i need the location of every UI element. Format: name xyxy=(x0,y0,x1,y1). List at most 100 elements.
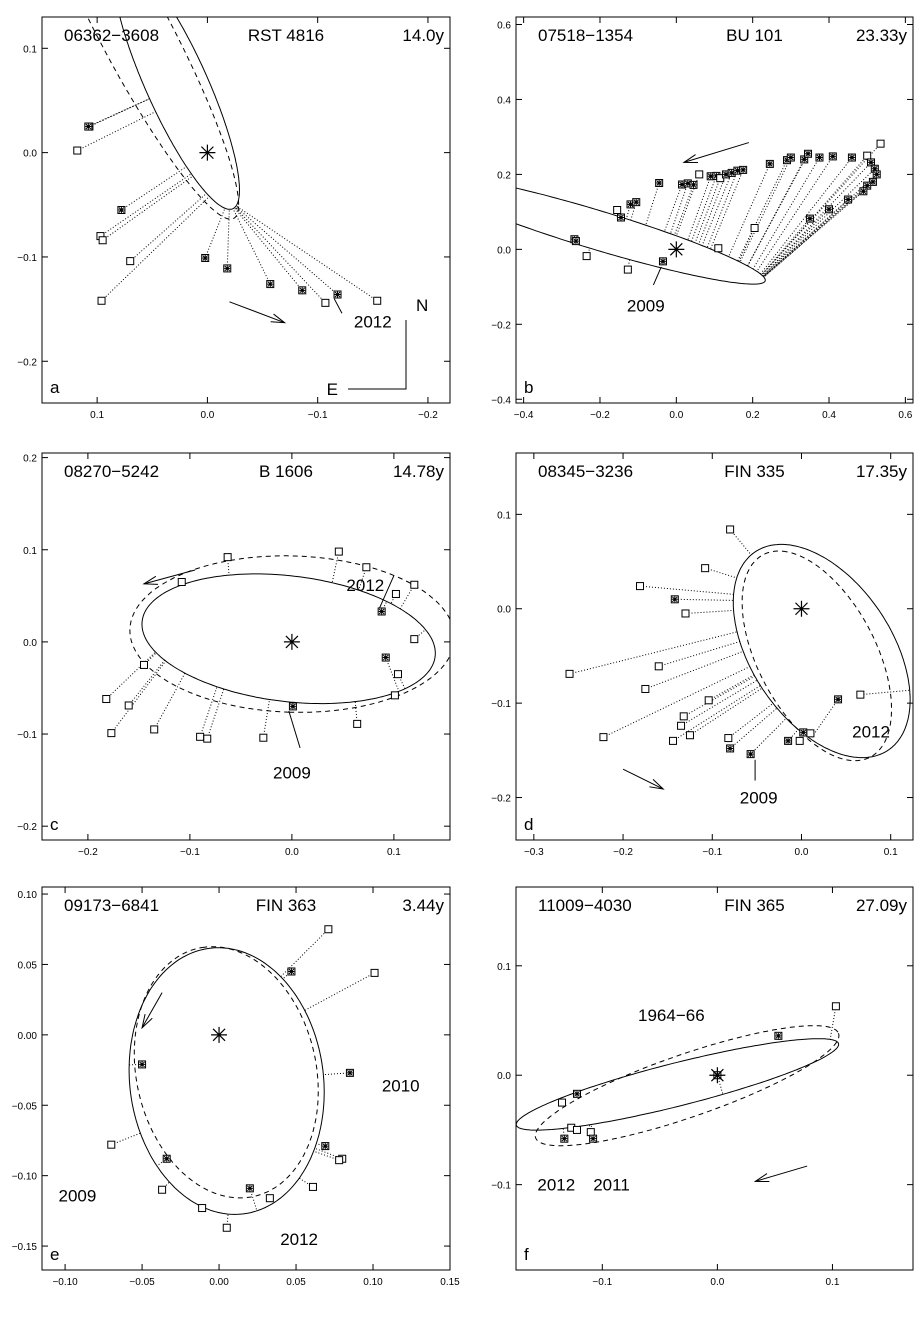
residual-line xyxy=(390,593,397,604)
residual-line xyxy=(235,206,338,295)
header-name: FIN 335 xyxy=(724,462,784,481)
header-name: RST 4816 xyxy=(248,26,324,45)
point-hatch xyxy=(728,169,735,176)
epoch-label: 1964−66 xyxy=(638,1006,705,1025)
point-hatch xyxy=(382,654,389,661)
plot-frame xyxy=(41,452,451,841)
motion-arrow-head xyxy=(753,1173,770,1183)
epoch-label: 2009 xyxy=(58,1186,96,1205)
point-open xyxy=(679,712,688,721)
point-hatch xyxy=(163,1155,170,1162)
residual-line xyxy=(706,170,738,248)
point-hatch xyxy=(85,123,92,130)
point-open xyxy=(572,1125,581,1134)
residual-line xyxy=(88,98,150,127)
point-hatch xyxy=(766,160,773,167)
point-open xyxy=(654,662,663,671)
residual-line xyxy=(669,183,689,234)
orbit-solid xyxy=(516,187,766,285)
residual-line xyxy=(752,157,820,270)
point-open xyxy=(353,719,362,728)
point-hatch xyxy=(690,181,697,188)
x-tick-label: −0.2 xyxy=(613,847,633,858)
point-open xyxy=(636,582,645,591)
point-hatch xyxy=(860,188,867,195)
point-open xyxy=(806,729,815,738)
point-open xyxy=(863,151,872,160)
orbit-panel-d: −0.3 −0.2 −0.1 0.0 0.1 0.1 0.0 −0.1 −0.2 2012 2009… xyxy=(491,452,914,858)
epoch-label: 2012 xyxy=(280,1230,318,1249)
motion-arrow-head xyxy=(649,779,665,790)
point-hatch xyxy=(590,1135,597,1142)
point-open xyxy=(107,729,116,738)
residual-line xyxy=(674,598,734,601)
header-id: 11009−4030 xyxy=(538,896,632,915)
y-tick-label: −0.2 xyxy=(17,822,37,833)
point-open xyxy=(586,1128,595,1137)
point-open xyxy=(223,553,232,562)
y-tick-label: −0.15 xyxy=(12,1242,38,1253)
point-open xyxy=(124,701,133,710)
x-tick-label: 0.10 xyxy=(363,1277,383,1288)
x-tick-label: −0.2 xyxy=(590,410,610,421)
point-hatch xyxy=(656,180,663,187)
residual-line xyxy=(747,159,805,267)
x-tick-label: 0.1 xyxy=(884,847,898,858)
y-tick-label: 0.1 xyxy=(497,510,511,521)
residual-line xyxy=(358,567,367,591)
residual-line xyxy=(89,98,150,127)
motion-arrow-head xyxy=(682,154,698,163)
point-open xyxy=(373,296,382,305)
residual-line xyxy=(234,206,326,304)
residual-line xyxy=(761,218,811,276)
header-name: FIN 365 xyxy=(724,896,784,915)
point-open xyxy=(393,670,402,679)
epoch-label: 2012 xyxy=(354,313,392,332)
epoch-leader xyxy=(333,298,343,314)
orbit-solid xyxy=(119,17,241,210)
residual-line xyxy=(685,609,734,614)
epoch-label: 2009 xyxy=(627,297,665,316)
header-period: 3.44y xyxy=(402,896,444,915)
residual-line xyxy=(77,111,156,151)
point-open xyxy=(677,721,686,730)
motion-arrow xyxy=(683,142,750,163)
y-tick-label: 0.00 xyxy=(18,1031,38,1042)
point-hatch xyxy=(805,150,812,157)
residual-line xyxy=(762,208,830,277)
residual-line xyxy=(153,672,186,730)
residual-line xyxy=(262,699,271,738)
x-tick-label: 0.1 xyxy=(387,847,401,858)
residual-line xyxy=(603,666,751,738)
point-hatch xyxy=(785,737,792,744)
point-open xyxy=(410,635,419,644)
point-open xyxy=(582,252,591,261)
point-open xyxy=(599,733,608,742)
point-open xyxy=(321,298,330,307)
header-id: 08345−3236 xyxy=(538,462,633,481)
y-tick-label: 0.0 xyxy=(23,638,37,649)
point-hatch xyxy=(868,159,875,166)
y-tick-label: −0.2 xyxy=(491,794,511,805)
point-hatch xyxy=(806,215,813,222)
header-id: 06362−3608 xyxy=(64,26,159,45)
residual-line xyxy=(233,207,303,291)
residual-line xyxy=(645,182,660,226)
x-tick-label: 0.2 xyxy=(746,410,760,421)
motion-arrow xyxy=(755,1165,808,1182)
y-tick-label: −0.1 xyxy=(491,699,511,710)
point-hatch xyxy=(139,1061,146,1068)
plot-frame xyxy=(515,886,914,1271)
epoch-label: 2012 xyxy=(852,722,890,741)
x-tick-label: 0.4 xyxy=(822,410,836,421)
orbit-panel-b: −0.4 −0.2 0.0 0.2 0.4 0.6 0.6 0.4 0.2 0.0 −0.2 −0.4… xyxy=(491,16,914,421)
residual-line xyxy=(675,174,700,236)
x-tick-label: −0.3 xyxy=(524,847,544,858)
residual-line xyxy=(314,1147,343,1160)
point-open xyxy=(198,1204,207,1213)
point-open xyxy=(196,732,205,741)
point-hatch xyxy=(722,171,729,178)
residual-line xyxy=(280,928,329,978)
residual-line xyxy=(708,674,755,701)
point-open xyxy=(73,146,82,155)
